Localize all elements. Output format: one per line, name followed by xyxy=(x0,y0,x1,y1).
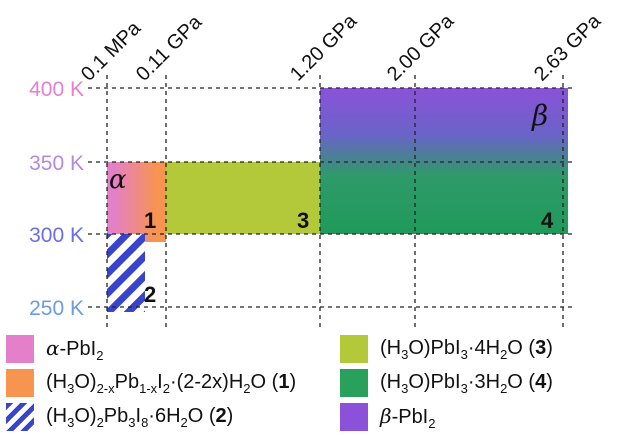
pressure-label-0: 0.1 MPa xyxy=(77,17,146,86)
grid-lines xyxy=(88,75,574,328)
temp-label-250: 250 K xyxy=(29,297,84,320)
pressure-label-4: 2.63 GPa xyxy=(530,10,606,86)
region-phase2-hatch xyxy=(107,234,145,312)
pressure-label-3: 2.00 GPa xyxy=(383,10,459,86)
pressure-label-1: 0.11 GPa xyxy=(132,11,207,86)
phase4-number: 4 xyxy=(541,208,554,233)
phase2-number: 2 xyxy=(144,282,156,307)
phase1-number: 1 xyxy=(144,208,156,233)
temp-label-350: 350 K xyxy=(29,152,84,175)
alpha-label: α xyxy=(109,165,127,195)
region-beta-phase4 xyxy=(320,88,568,234)
pressure-label-2: 1.20 GPa xyxy=(286,10,362,86)
phase3-number: 3 xyxy=(297,208,309,233)
region-phase3 xyxy=(166,162,320,234)
beta-label: β xyxy=(531,99,548,132)
region-alpha-phase1 xyxy=(107,162,166,242)
temp-label-400: 400 K xyxy=(29,78,84,101)
temp-label-300: 300 K xyxy=(29,224,84,247)
